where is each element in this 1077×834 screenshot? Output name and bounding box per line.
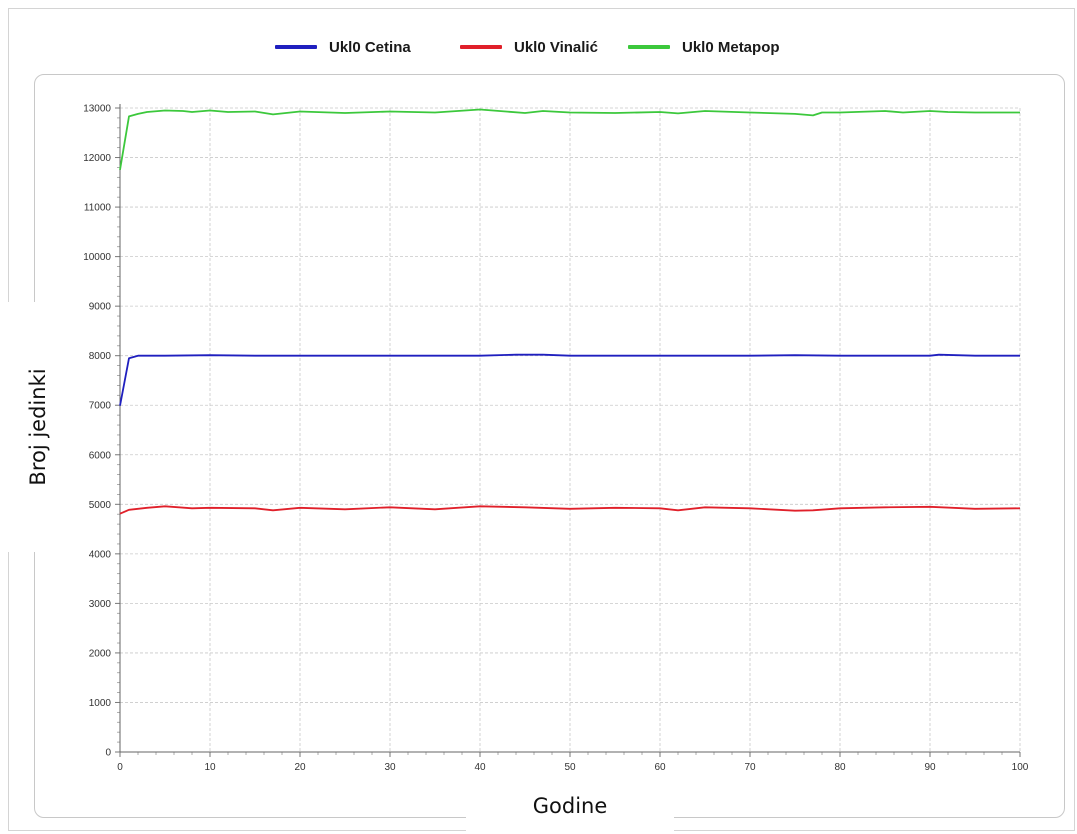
- y-axis-label-background: [8, 302, 68, 552]
- y-tick-label: 0: [105, 748, 111, 759]
- x-axis-label: Godine: [532, 794, 608, 818]
- x-tick-label: 70: [744, 762, 756, 773]
- legend-label-cetina: Ukl0 Cetina: [329, 38, 411, 56]
- x-tick-label: 0: [117, 762, 123, 773]
- y-tick-label: 3000: [89, 599, 112, 610]
- x-tick-label: 40: [474, 762, 486, 773]
- x-tick-label: 100: [1012, 762, 1029, 773]
- legend-label-vinalic: Ukl0 Vinalić: [514, 38, 598, 56]
- x-tick-label: 50: [564, 762, 576, 773]
- y-tick-labels: 0 1000 2000 3000 4000 5000 6000 7000 8000 9000 100…: [83, 104, 111, 759]
- y-tick-label: 4000: [89, 549, 112, 560]
- x-tick-labels: 0 10 20 30 40 50 60 70 80 90 100: [117, 762, 1029, 773]
- y-tick-label: 8000: [89, 351, 112, 362]
- y-tick-label: 5000: [89, 500, 112, 511]
- axes: [115, 104, 1021, 757]
- x-tick-label: 20: [294, 762, 306, 773]
- y-tick-label: 2000: [89, 648, 112, 659]
- y-tick-label: 11000: [84, 203, 112, 214]
- series-line-0: [119, 353, 1020, 406]
- y-axis-label: Broj jedinki: [26, 368, 50, 486]
- legend: Ukl0 Cetina Ukl0 Vinalić Ukl0 Metapop: [0, 34, 1077, 60]
- legend-item-cetina: Ukl0 Cetina: [275, 34, 411, 60]
- legend-item-vinalic: Ukl0 Vinalić: [460, 34, 598, 60]
- y-tick-label: 13000: [83, 104, 111, 115]
- x-tick-label: 10: [204, 762, 216, 773]
- grid: [120, 107, 1021, 752]
- series-lines: [119, 108, 1021, 515]
- y-tick-label: 7000: [89, 401, 112, 412]
- series-line-1: [119, 505, 1021, 515]
- y-tick-label: 12000: [83, 153, 111, 164]
- legend-item-metapop: Ukl0 Metapop: [628, 34, 780, 60]
- series-line-2: [119, 108, 1020, 171]
- x-tick-label: 30: [384, 762, 396, 773]
- x-axis-label-background: [466, 782, 674, 832]
- legend-label-metapop: Ukl0 Metapop: [682, 38, 780, 56]
- x-tick-label: 80: [834, 762, 846, 773]
- y-tick-label: 6000: [89, 450, 112, 461]
- y-tick-label: 1000: [89, 698, 112, 709]
- x-tick-label: 90: [924, 762, 936, 773]
- legend-swatch-metapop: [628, 45, 670, 49]
- y-tick-label: 9000: [89, 302, 112, 313]
- y-tick-label: 10000: [83, 252, 111, 263]
- x-tick-label: 60: [654, 762, 666, 773]
- legend-swatch-vinalic: [460, 45, 502, 49]
- legend-swatch-cetina: [275, 45, 317, 49]
